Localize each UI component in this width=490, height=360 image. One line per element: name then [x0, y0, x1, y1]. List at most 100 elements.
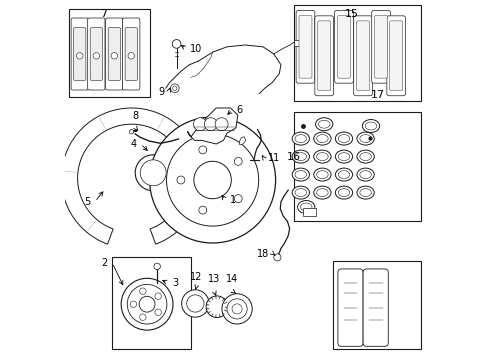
- FancyBboxPatch shape: [71, 18, 88, 90]
- Bar: [294, 112, 421, 221]
- Wedge shape: [61, 108, 202, 244]
- Ellipse shape: [335, 168, 353, 181]
- Circle shape: [130, 301, 137, 307]
- Circle shape: [140, 160, 166, 186]
- FancyBboxPatch shape: [125, 28, 137, 80]
- Circle shape: [135, 155, 171, 191]
- Bar: [333, 261, 421, 349]
- Text: 14: 14: [226, 274, 239, 284]
- Bar: [69, 9, 149, 97]
- FancyBboxPatch shape: [354, 16, 372, 96]
- Ellipse shape: [363, 120, 380, 132]
- Circle shape: [155, 309, 161, 315]
- FancyBboxPatch shape: [108, 28, 121, 80]
- Circle shape: [274, 254, 281, 261]
- Circle shape: [187, 295, 204, 312]
- Circle shape: [234, 157, 242, 165]
- Circle shape: [227, 299, 247, 319]
- Text: 10: 10: [190, 44, 202, 54]
- Polygon shape: [187, 108, 238, 144]
- Circle shape: [111, 53, 118, 59]
- FancyBboxPatch shape: [363, 269, 388, 346]
- Ellipse shape: [292, 186, 310, 199]
- Circle shape: [155, 293, 161, 300]
- Circle shape: [93, 53, 99, 59]
- FancyBboxPatch shape: [296, 10, 315, 83]
- Circle shape: [177, 176, 185, 184]
- Bar: [112, 257, 191, 349]
- FancyBboxPatch shape: [372, 10, 391, 83]
- Ellipse shape: [338, 135, 350, 143]
- FancyBboxPatch shape: [338, 15, 350, 78]
- FancyBboxPatch shape: [390, 21, 403, 91]
- Ellipse shape: [360, 135, 371, 143]
- Circle shape: [232, 304, 242, 314]
- Text: 11: 11: [269, 153, 281, 163]
- Ellipse shape: [314, 186, 331, 199]
- Text: 5: 5: [84, 197, 91, 207]
- Ellipse shape: [314, 132, 331, 145]
- Ellipse shape: [297, 201, 315, 213]
- Text: 16: 16: [287, 152, 301, 162]
- Circle shape: [194, 161, 231, 199]
- Text: 6: 6: [237, 105, 243, 115]
- Circle shape: [121, 278, 173, 330]
- Ellipse shape: [295, 171, 307, 179]
- Ellipse shape: [292, 150, 310, 163]
- FancyBboxPatch shape: [90, 28, 102, 80]
- FancyBboxPatch shape: [106, 18, 123, 90]
- Ellipse shape: [300, 203, 312, 211]
- Circle shape: [139, 296, 155, 312]
- Circle shape: [149, 117, 275, 243]
- Ellipse shape: [357, 132, 374, 145]
- Ellipse shape: [318, 120, 330, 128]
- Circle shape: [171, 84, 179, 93]
- Ellipse shape: [317, 153, 328, 161]
- Ellipse shape: [335, 150, 353, 163]
- Text: 8: 8: [132, 111, 139, 121]
- Ellipse shape: [292, 132, 310, 145]
- Circle shape: [206, 296, 228, 318]
- Circle shape: [199, 146, 207, 154]
- Ellipse shape: [292, 168, 310, 181]
- Circle shape: [140, 314, 146, 320]
- Ellipse shape: [317, 189, 328, 197]
- Ellipse shape: [295, 153, 307, 161]
- Ellipse shape: [317, 135, 328, 143]
- Circle shape: [204, 118, 217, 131]
- Text: 18: 18: [256, 249, 269, 259]
- Circle shape: [127, 284, 167, 324]
- Circle shape: [172, 86, 177, 90]
- Ellipse shape: [316, 118, 333, 131]
- Ellipse shape: [314, 168, 331, 181]
- Bar: [303, 208, 316, 216]
- Text: 15: 15: [344, 9, 359, 19]
- Ellipse shape: [365, 122, 377, 130]
- Text: 3: 3: [172, 278, 178, 288]
- Circle shape: [182, 290, 209, 317]
- FancyBboxPatch shape: [315, 16, 334, 96]
- Circle shape: [76, 53, 83, 59]
- Ellipse shape: [338, 189, 350, 197]
- Ellipse shape: [360, 189, 371, 197]
- Ellipse shape: [295, 135, 307, 143]
- FancyBboxPatch shape: [374, 15, 388, 78]
- Ellipse shape: [335, 132, 353, 145]
- Ellipse shape: [335, 186, 353, 199]
- Text: 17: 17: [371, 90, 385, 100]
- Text: 12: 12: [190, 272, 202, 282]
- FancyBboxPatch shape: [318, 21, 331, 91]
- Ellipse shape: [357, 150, 374, 163]
- Bar: [294, 5, 421, 101]
- Bar: [294, 40, 304, 46]
- Circle shape: [154, 263, 160, 270]
- Ellipse shape: [357, 168, 374, 181]
- Ellipse shape: [314, 150, 331, 163]
- Circle shape: [172, 40, 181, 48]
- Ellipse shape: [360, 153, 371, 161]
- Ellipse shape: [360, 171, 371, 179]
- Ellipse shape: [357, 186, 374, 199]
- Text: 7: 7: [100, 9, 107, 19]
- Text: 9: 9: [158, 87, 164, 97]
- FancyBboxPatch shape: [122, 18, 140, 90]
